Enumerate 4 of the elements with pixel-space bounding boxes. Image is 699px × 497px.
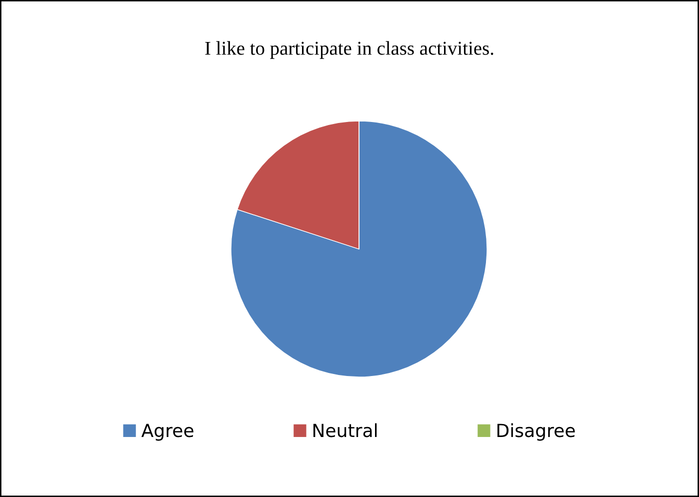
legend-label: Agree — [141, 424, 194, 441]
legend-label: Disagree — [497, 423, 575, 441]
legend-label: Neutral — [313, 423, 377, 438]
chart-title: I like to participate in class activities. — [205, 41, 494, 59]
